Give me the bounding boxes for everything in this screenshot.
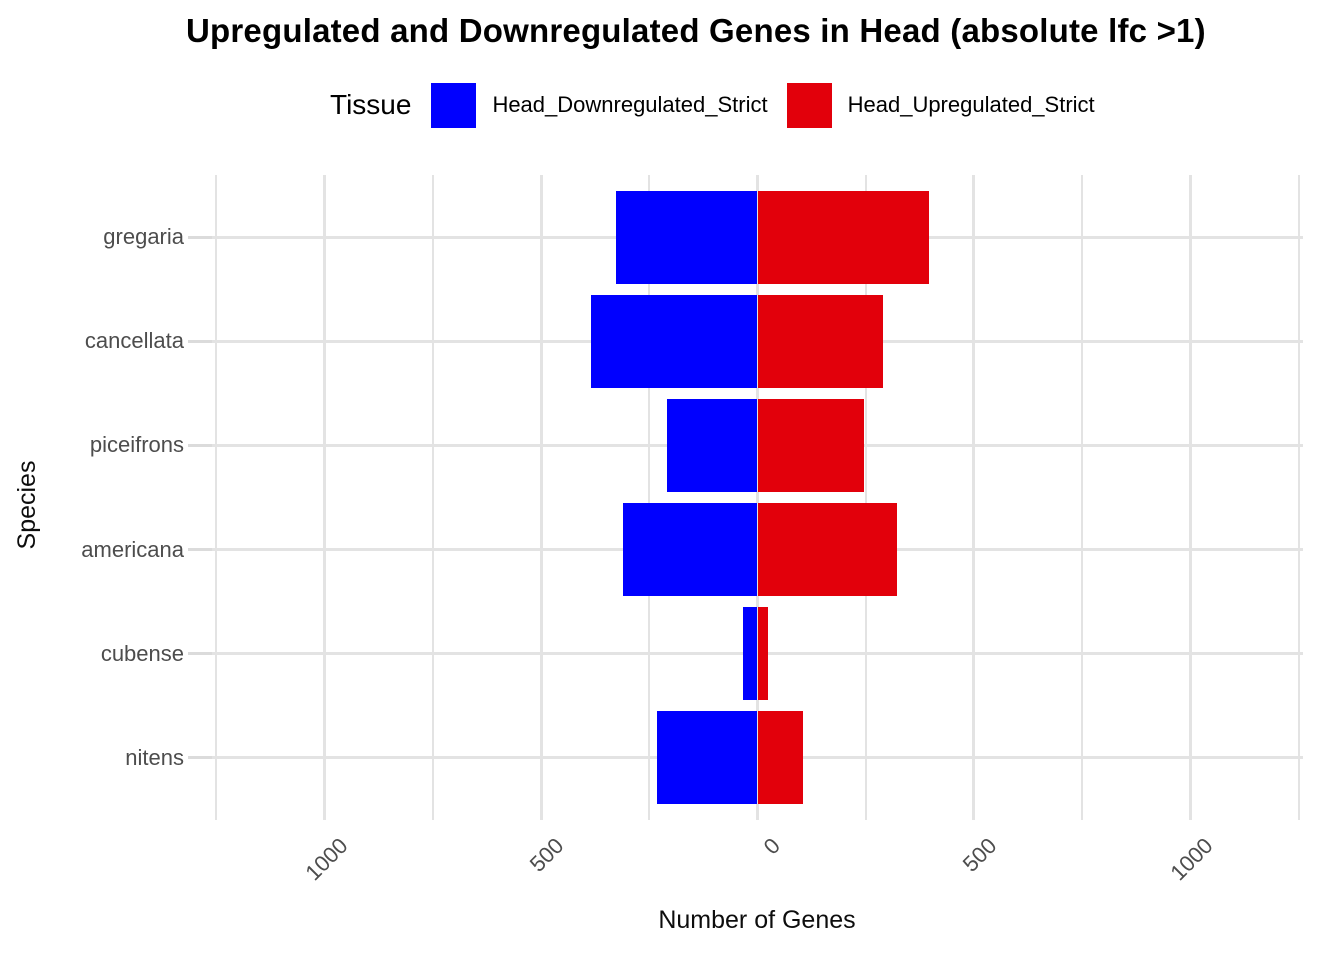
legend-title: Tissue <box>330 89 412 120</box>
bar-upregulated-americana <box>757 502 897 597</box>
gridline-x-minor <box>431 175 434 820</box>
legend: Tissue Head_Downregulated_Strict Head_Up… <box>330 80 1114 130</box>
gridline-x-minor <box>215 175 218 820</box>
y-tick-piceifrons <box>188 444 212 447</box>
bar-downregulated-gregaria <box>616 190 758 285</box>
chart-title: Upregulated and Downregulated Genes in H… <box>186 12 1206 49</box>
gridline-x-major <box>972 175 976 820</box>
y-label-nitens: nitens <box>125 744 184 770</box>
x-tick-label-0-2: 0 <box>758 833 786 860</box>
y-label-gregaria: gregaria <box>103 224 184 250</box>
bar-upregulated-nitens <box>757 710 803 805</box>
gridline-x-minor <box>1297 175 1300 820</box>
bar-downregulated-cancellata <box>590 294 758 389</box>
x-axis-title: Number of Genes <box>658 906 856 934</box>
y-label-americana: americana <box>81 536 184 562</box>
x-tick-label-500-1: 500 <box>525 833 569 877</box>
y-tick-nitens <box>188 756 212 759</box>
legend-item-upregulated: Head_Upregulated_Strict <box>786 82 1114 128</box>
gridline-x-major <box>539 175 543 820</box>
gridline-x-major <box>756 175 759 820</box>
bar-upregulated-cancellata <box>757 294 884 389</box>
y-axis-title: Species <box>13 460 41 550</box>
bar-downregulated-americana <box>622 502 758 597</box>
x-tick-label-1000-4: 1000 <box>1165 833 1219 886</box>
bar-downregulated-cubense <box>743 606 758 701</box>
x-tick-label-1000-0: 1000 <box>299 833 353 886</box>
legend-label-downregulated: Head_Downregulated_Strict <box>492 92 768 117</box>
gridline-x-minor <box>648 175 651 820</box>
bar-upregulated-cubense <box>757 606 769 701</box>
bar-upregulated-gregaria <box>757 190 929 285</box>
gridline-x-minor <box>1081 175 1084 820</box>
y-label-cancellata: cancellata <box>84 328 184 354</box>
legend-swatch-downregulated-icon <box>431 82 477 128</box>
y-label-piceifrons: piceifrons <box>89 432 184 458</box>
legend-swatch-upregulated-icon <box>786 82 832 128</box>
y-label-cubense: cubense <box>100 640 184 666</box>
y-tick-cancellata <box>188 340 212 343</box>
legend-item-downregulated: Head_Downregulated_Strict <box>431 82 786 128</box>
legend-label-upregulated: Head_Upregulated_Strict <box>847 92 1095 117</box>
y-tick-cubense <box>188 652 212 655</box>
x-tick-label-500-3: 500 <box>958 833 1002 877</box>
bar-downregulated-nitens <box>656 710 758 805</box>
gridline-x-minor <box>864 175 867 820</box>
y-tick-gregaria <box>188 236 212 239</box>
bar-downregulated-piceifrons <box>666 398 758 493</box>
gridline-x-major <box>1188 175 1192 820</box>
bar-upregulated-piceifrons <box>757 398 864 493</box>
gridline-x-major <box>323 175 327 820</box>
y-tick-americana <box>188 548 212 551</box>
